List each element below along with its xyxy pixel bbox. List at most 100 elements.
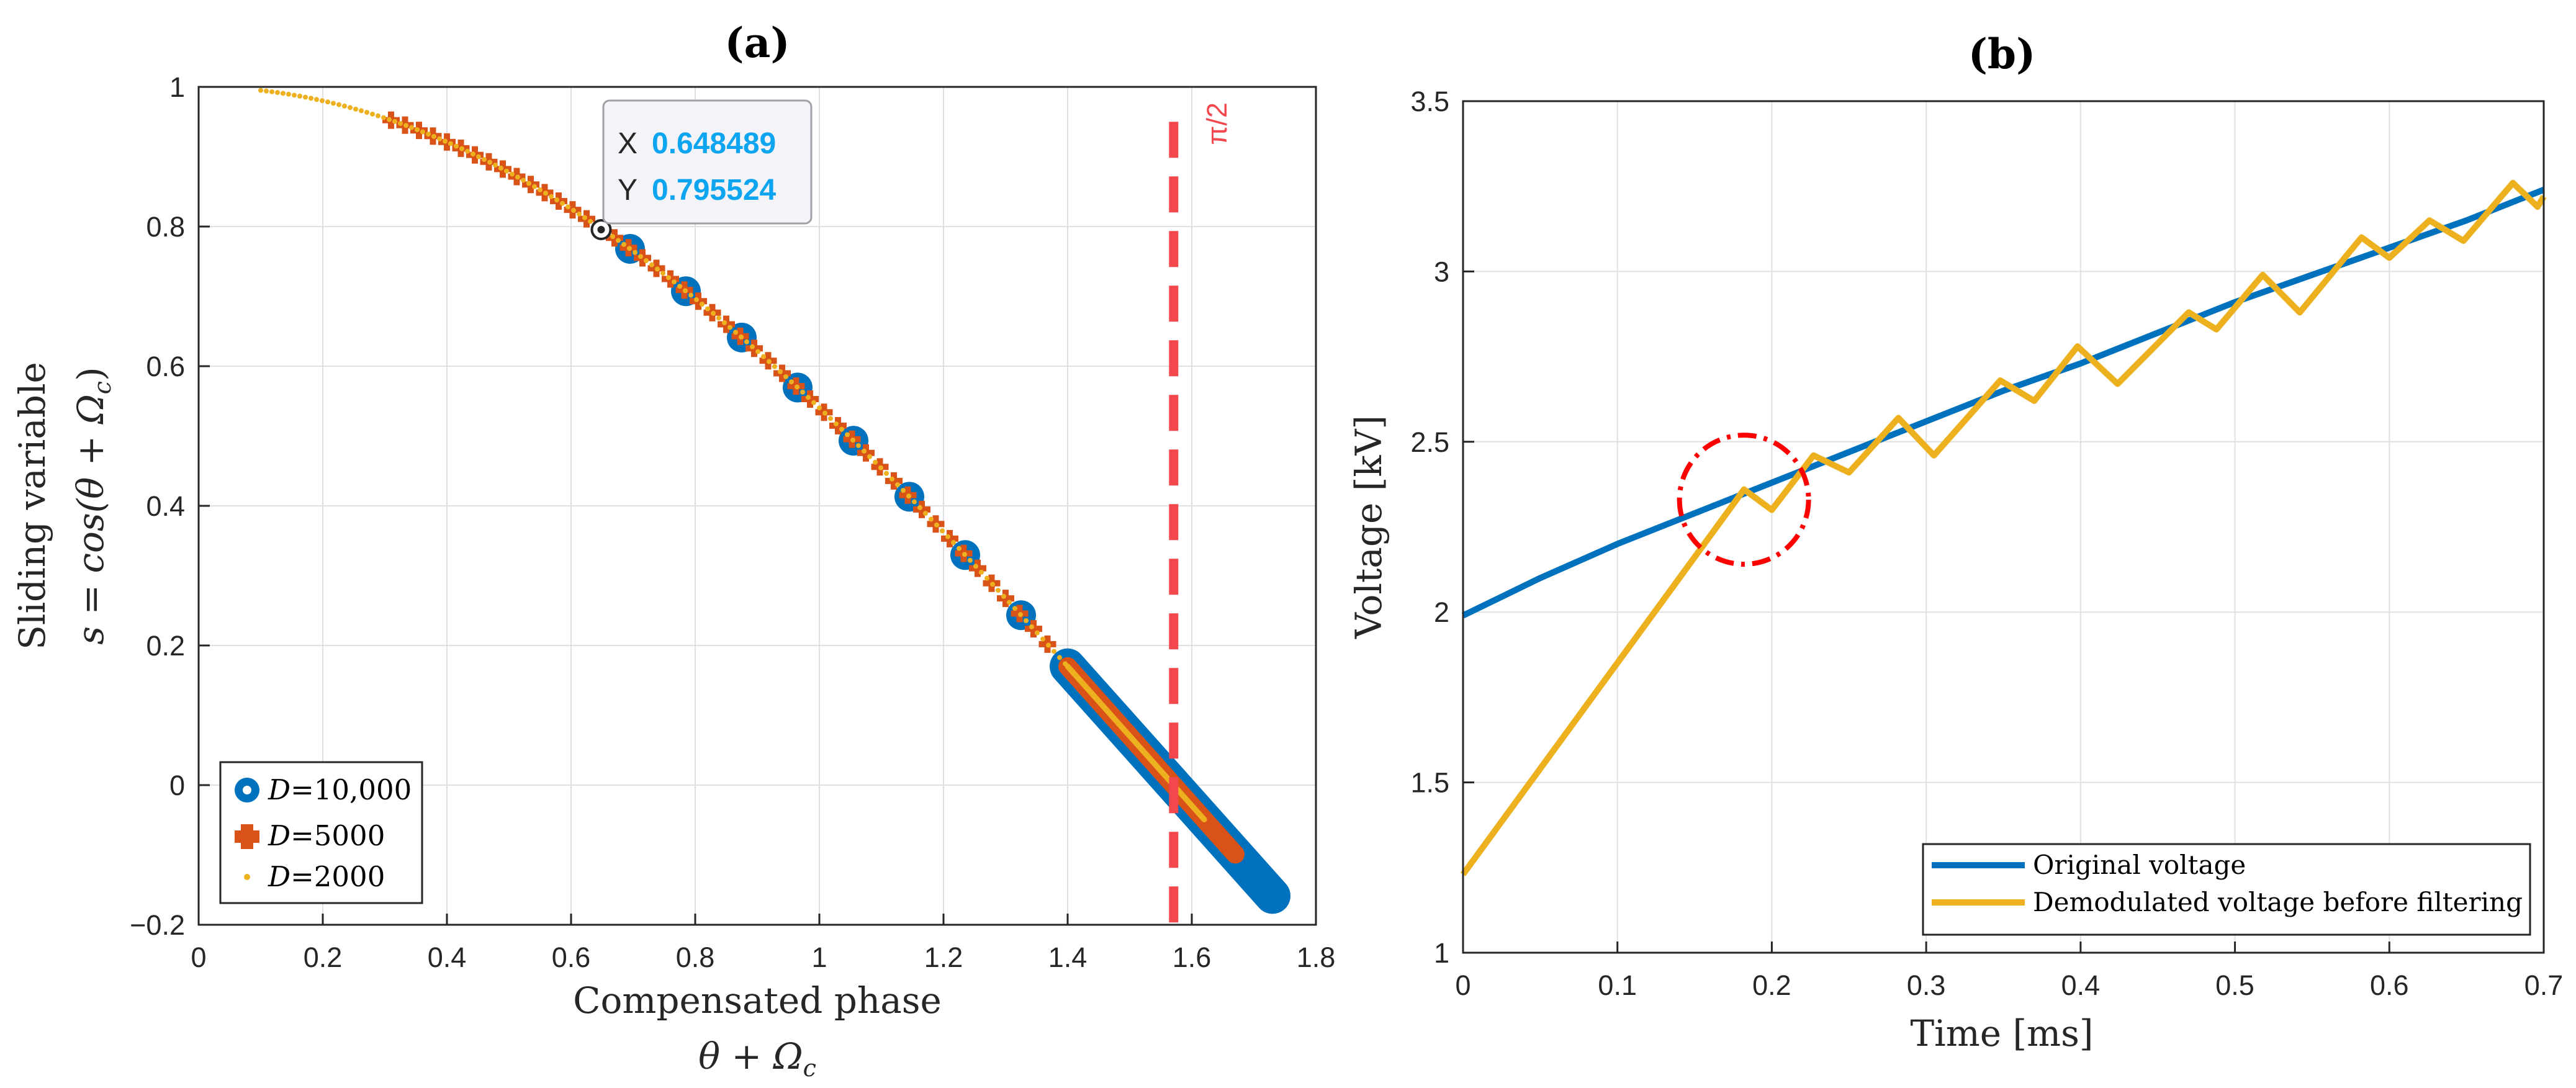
series-d2000-point	[521, 178, 526, 183]
series-d2000-point	[420, 129, 425, 135]
series-d2000-point	[834, 421, 839, 426]
series-d2000-point	[761, 354, 766, 359]
series-d2000-point	[811, 400, 816, 405]
series-d2000-point	[711, 310, 716, 316]
series-d2000-point	[336, 102, 341, 107]
legend-item-d5000: D=5000	[235, 819, 385, 852]
legend-label-d10000: D=10,000	[268, 773, 412, 806]
datatip-x-value: 0.648489	[652, 127, 776, 160]
series-d2000-point	[526, 181, 531, 186]
series-d2000-point	[577, 211, 582, 217]
chart-b-ytick-label: 3.5	[1410, 86, 1449, 117]
series-d5000-point	[801, 390, 819, 408]
chart-a-ytick-label: −0.2	[130, 909, 185, 941]
series-d2000-dense	[1065, 663, 1207, 822]
series-d2000-point	[750, 344, 755, 349]
series-d2000-point	[560, 200, 565, 206]
series-d2000-point	[996, 588, 1001, 593]
series-d2000-point	[901, 488, 906, 493]
series-d2000-point	[800, 389, 805, 395]
series-d2000-point	[845, 432, 850, 438]
chart-b-xtick-label: 0.4	[2061, 969, 2101, 1001]
datatip[interactable]: X 0.648489 Y 0.795524	[602, 99, 813, 225]
series-d2000-point	[744, 339, 749, 344]
pi-half-label: π/2	[1201, 102, 1233, 145]
series-d2000-point	[783, 374, 788, 379]
legend-label-demodulated-voltage: Demodulated voltage before filtering	[2033, 887, 2523, 917]
series-d2000-point	[565, 204, 570, 210]
chart-b-ytick-label: 3	[1434, 256, 1449, 287]
series-d2000-point	[409, 125, 414, 130]
chart-a-ytick-label: 0.4	[146, 490, 185, 522]
series-d2000-point	[370, 111, 375, 117]
series-d2000-point	[403, 123, 408, 128]
chart-b-ylabel: Voltage [kV]	[1348, 415, 1390, 639]
series-d2000-point	[822, 410, 827, 416]
series-d2000-point	[1001, 593, 1006, 599]
chart-b-x-tick-labels: 0 0.1 0.2 0.3 0.4 0.5 0.6 0.7	[1455, 969, 2563, 1001]
chart-b-axes-box	[1462, 100, 2545, 954]
series-d2000-point	[878, 465, 883, 470]
series-d2000-point	[912, 499, 917, 505]
legend-label-original-voltage: Original voltage	[2033, 850, 2246, 880]
series-d2000-point	[353, 106, 358, 112]
chart-a-legend: D=10,000 D=5000 D=2000	[219, 761, 423, 904]
series-d2000-point	[269, 89, 274, 94]
chart-a-ylabel-line2: s = cos(θ + Ωc)	[70, 367, 116, 644]
series-d2000-point	[817, 405, 822, 411]
series-d2000-point	[543, 191, 548, 196]
series-d2000-point	[454, 143, 459, 149]
series-d2000-point	[1012, 606, 1017, 611]
chart-b-xtick-label: 0.1	[1598, 969, 1637, 1001]
series-d2000-point	[940, 528, 945, 534]
series-d2000-point	[895, 482, 900, 487]
series-d2000-point	[281, 91, 286, 96]
series-d2000-point	[431, 133, 436, 139]
chart-b-title: (b)	[1968, 30, 2036, 78]
highlight-circle	[1677, 433, 1811, 567]
chart-a-xtick-label: 0.6	[552, 942, 591, 973]
series-d2000-point	[660, 271, 665, 276]
series-d2000-point	[331, 101, 336, 106]
series-d2000-point	[443, 138, 448, 144]
chart-a-ytick-label: 0.6	[146, 351, 185, 382]
chart-a-xtick-label: 0.2	[304, 942, 343, 973]
series-d2000-point	[850, 438, 855, 443]
series-d2000-point	[828, 416, 833, 421]
chart-b-xtick-label: 0.5	[2215, 969, 2254, 1001]
legend-label-d5000: D=5000	[268, 819, 385, 852]
series-d2000-point	[789, 379, 794, 385]
chart-a-ytick-label: 0.8	[146, 211, 185, 243]
series-d5000-point	[773, 364, 791, 382]
series-d2000-point	[498, 165, 503, 171]
series-d2000-point	[1018, 612, 1023, 618]
series-d2000-point	[426, 132, 431, 137]
series-d2000-point	[638, 254, 643, 259]
chart-a-xtick-label: 1.6	[1173, 942, 1212, 973]
series-d2000-point	[448, 141, 453, 146]
series-d2000-point	[962, 552, 967, 557]
series-d2000-point	[806, 395, 811, 400]
legend-marker-d5000	[235, 824, 259, 849]
chart-a-ytick-label: 0	[169, 770, 185, 801]
chart-a-xtick-label: 0.4	[428, 942, 467, 973]
series-d2000-point	[549, 194, 554, 199]
chart-a-ytick-label: 1	[169, 71, 185, 103]
series-d2000-point	[504, 168, 509, 174]
chart-b-y-tick-labels: 1 1.5 2 2.5 3 3.5	[1410, 86, 1449, 969]
series-d2000-point	[258, 88, 263, 93]
series-d2000-point	[716, 315, 721, 321]
series-d2000-point	[1057, 655, 1062, 660]
series-demodulated-voltage	[1460, 179, 2547, 876]
legend-item-original-voltage: Original voltage	[1932, 850, 2246, 880]
series-original-voltage	[1461, 187, 2545, 619]
series-d2000-point	[325, 99, 330, 105]
series-d2000-point	[627, 246, 632, 251]
series-d2000-point	[666, 275, 671, 281]
legend-item-demodulated-voltage: Demodulated voltage before filtering	[1932, 887, 2523, 917]
series-d2000-point	[359, 108, 364, 114]
chart-b-xtick-label: 0.2	[1752, 969, 1791, 1001]
series-d2000-point	[694, 297, 699, 302]
series-d2000-point	[957, 546, 961, 551]
chart-b-ytick-label: 2	[1434, 596, 1449, 628]
